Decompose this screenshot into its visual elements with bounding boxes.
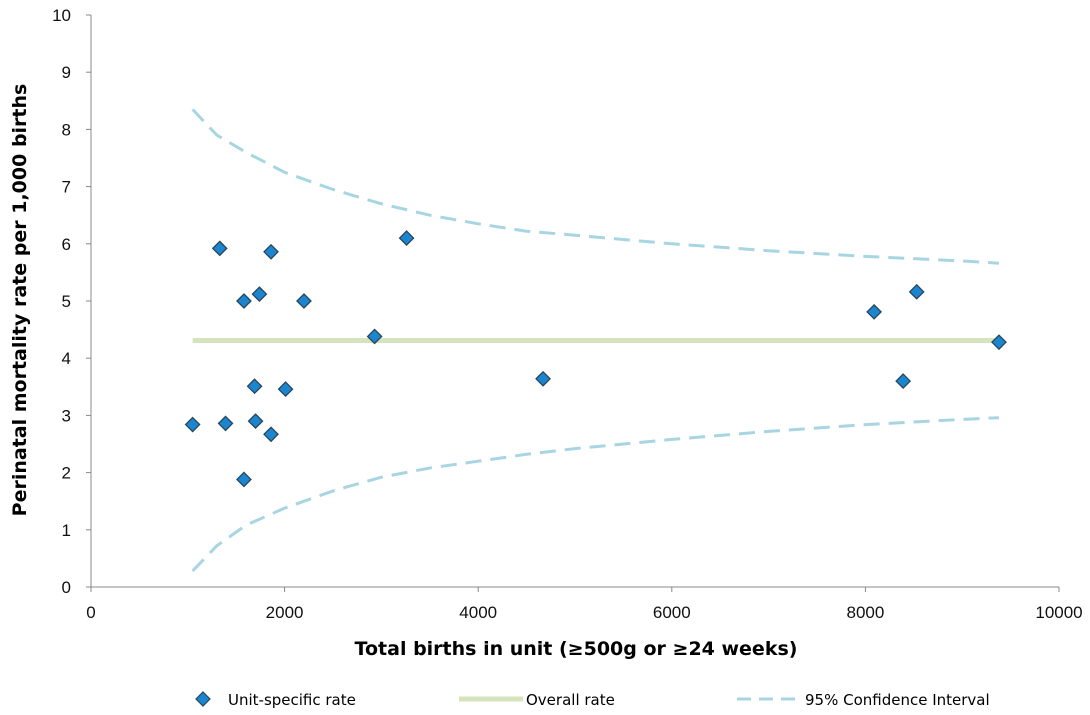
- unit-rate-point: [263, 426, 279, 443]
- ci-upper-line: [191, 108, 1000, 265]
- axes: [86, 14, 1060, 592]
- legend-label-overall-rate: Overall rate: [526, 691, 615, 709]
- legend-label-confidence-interval: 95% Confidence Interval: [805, 691, 990, 709]
- x-tick-label: 4000: [459, 603, 497, 622]
- unit-rate-point: [535, 370, 551, 387]
- legend-item-unit-rate: Unit-specific rate: [195, 691, 356, 709]
- unit-rate-point: [217, 415, 234, 432]
- y-axis-title: Perinatal mortality rate per 1,000 birth…: [9, 84, 31, 517]
- y-tick-label: 3: [62, 406, 71, 425]
- unit-rate-point: [866, 303, 883, 320]
- unit-rate-point: [236, 471, 252, 488]
- legend-diamond-marker: [195, 691, 211, 707]
- y-tick-label: 1: [62, 521, 71, 540]
- y-tick-label: 4: [62, 349, 71, 368]
- unit-rate-point: [247, 413, 264, 430]
- tick-labels-layer: 0 1 2 3 4 5 6 7 8 9 10 0 2000 4000 6000 8000 10000: [52, 6, 1083, 622]
- ci-lower-line: [191, 416, 1000, 573]
- confidence-interval-layer: [191, 108, 1000, 573]
- unit-rate-points-layer: [184, 230, 1007, 488]
- unit-rate-point: [296, 293, 312, 309]
- x-tick-label: 0: [86, 603, 95, 622]
- y-tick-label: 7: [62, 178, 71, 197]
- unit-rate-point: [895, 373, 912, 389]
- unit-rate-point: [236, 293, 252, 309]
- y-tick-label: 9: [62, 63, 71, 82]
- unit-rate-point: [184, 416, 201, 433]
- y-tick-label: 2: [62, 464, 71, 483]
- legend-item-confidence-interval: 95% Confidence Interval: [737, 691, 990, 709]
- x-tick-label: 10000: [1035, 603, 1082, 622]
- x-tick-label: 8000: [846, 603, 884, 622]
- y-tick-label: 0: [62, 578, 71, 597]
- legend-label-unit-rate: Unit-specific rate: [228, 691, 356, 709]
- unit-rate-point: [991, 334, 1007, 351]
- x-tick-label: 6000: [653, 603, 691, 622]
- y-tick-label: 5: [62, 292, 71, 311]
- unit-rate-point: [263, 243, 279, 260]
- x-axis-title: Total births in unit (≥500g or ≥24 weeks…: [355, 638, 798, 660]
- legend-item-overall-rate: Overall rate: [459, 691, 615, 709]
- y-tick-label: 10: [52, 6, 71, 25]
- unit-rate-point: [908, 283, 925, 300]
- unit-rate-point: [366, 328, 383, 345]
- legend: Unit-specific rate Overall rate 95% Conf…: [195, 691, 990, 709]
- unit-rate-point: [398, 230, 415, 246]
- unit-rate-point: [277, 381, 294, 398]
- y-tick-label: 8: [62, 120, 71, 139]
- unit-rate-point: [246, 378, 263, 395]
- x-tick-label: 2000: [266, 603, 304, 622]
- unit-rate-point: [251, 286, 268, 303]
- unit-rate-point: [211, 240, 228, 257]
- y-tick-label: 6: [62, 235, 71, 254]
